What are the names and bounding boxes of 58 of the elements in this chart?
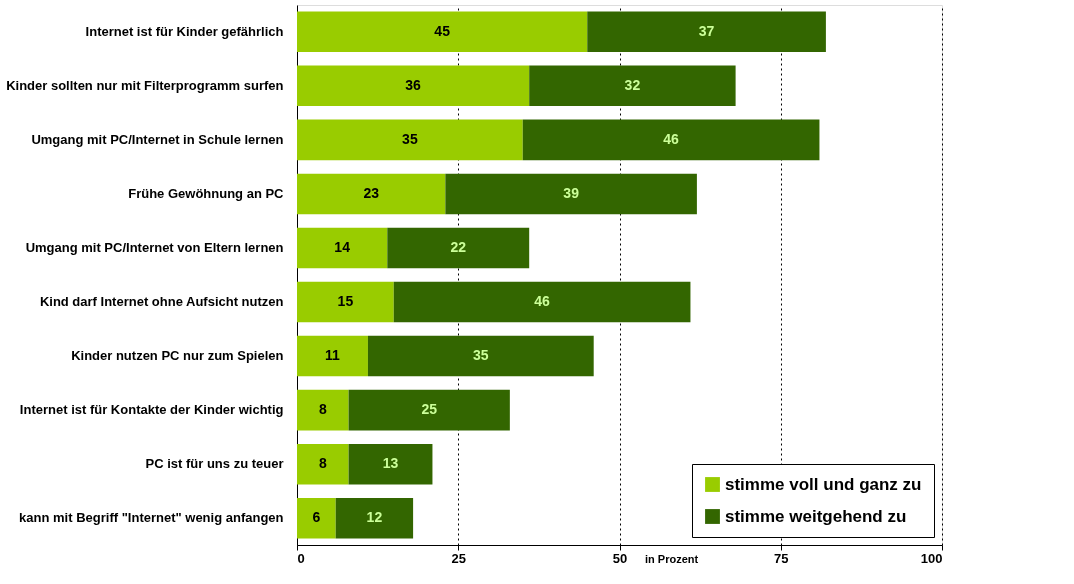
bar <box>297 65 530 107</box>
bar <box>348 443 433 485</box>
data-label: 32 <box>624 76 641 93</box>
y-tick-label: kann mit Begriff "Internet" wenig anfangen <box>19 510 284 526</box>
bar <box>335 497 414 539</box>
data-label: 46 <box>663 130 680 147</box>
x-axis-title: in Prozent <box>645 552 699 565</box>
x-tick-label: 100 <box>920 550 943 566</box>
data-label: 8 <box>318 455 327 472</box>
x-tick-label: 50 <box>612 550 628 566</box>
bar <box>297 173 446 215</box>
bar <box>297 443 349 485</box>
legend-label: stimme weitgehend zu <box>725 506 907 526</box>
data-label: 37 <box>698 22 715 39</box>
bar <box>297 119 523 161</box>
y-tick-label: Umgang mit PC/Internet in Schule lernen <box>31 131 284 147</box>
data-label: 6 <box>312 509 321 526</box>
x-tick-label: 75 <box>774 550 789 566</box>
y-tick-label: Umgang mit PC/Internet von Eltern lernen <box>25 239 284 255</box>
bar <box>529 65 736 107</box>
bar <box>297 281 394 323</box>
y-tick-label: PC ist für uns zu teuer <box>145 456 284 472</box>
data-label: 8 <box>318 401 327 418</box>
bar <box>522 119 820 161</box>
bar <box>297 11 588 53</box>
bar <box>367 335 594 377</box>
bar <box>297 335 368 377</box>
y-tick-label: Kinder sollten nur mit Filterprogramm surfen <box>6 77 284 93</box>
bar <box>297 497 336 539</box>
data-label: 25 <box>421 401 438 418</box>
legend-label: stimme voll und ganz zu <box>725 474 922 494</box>
bar <box>297 389 349 431</box>
data-label: 22 <box>450 238 467 255</box>
data-label: 39 <box>563 184 580 201</box>
y-tick-label: Internet ist für Kinder gefährlich <box>85 23 284 39</box>
bar <box>348 389 510 431</box>
y-tick-label: Kind darf Internet ohne Aufsicht nutzen <box>39 294 284 310</box>
data-label: 35 <box>473 347 489 364</box>
y-tick-label: Kinder nutzen PC nur zum Spielen <box>71 348 284 364</box>
bar <box>297 227 388 269</box>
data-label: 45 <box>434 22 451 39</box>
bar <box>387 227 530 269</box>
x-tick-label: 25 <box>451 550 466 566</box>
data-label: 12 <box>366 509 383 526</box>
bar <box>445 173 697 215</box>
data-label: 36 <box>405 76 422 93</box>
data-label: 46 <box>534 293 551 310</box>
data-label: 15 <box>337 293 354 310</box>
data-label: 35 <box>402 130 418 147</box>
y-tick-label: Internet ist für Kontakte der Kinder wichtig <box>19 402 284 418</box>
data-label: 23 <box>363 184 380 201</box>
data-label: 14 <box>334 238 351 255</box>
x-tick-label: 0 <box>297 550 305 566</box>
y-tick-label: Frühe Gewöhnung an PC <box>128 185 285 201</box>
bar <box>587 11 826 53</box>
data-label: 11 <box>325 347 341 364</box>
bar <box>393 281 691 323</box>
data-label: 13 <box>382 455 399 472</box>
